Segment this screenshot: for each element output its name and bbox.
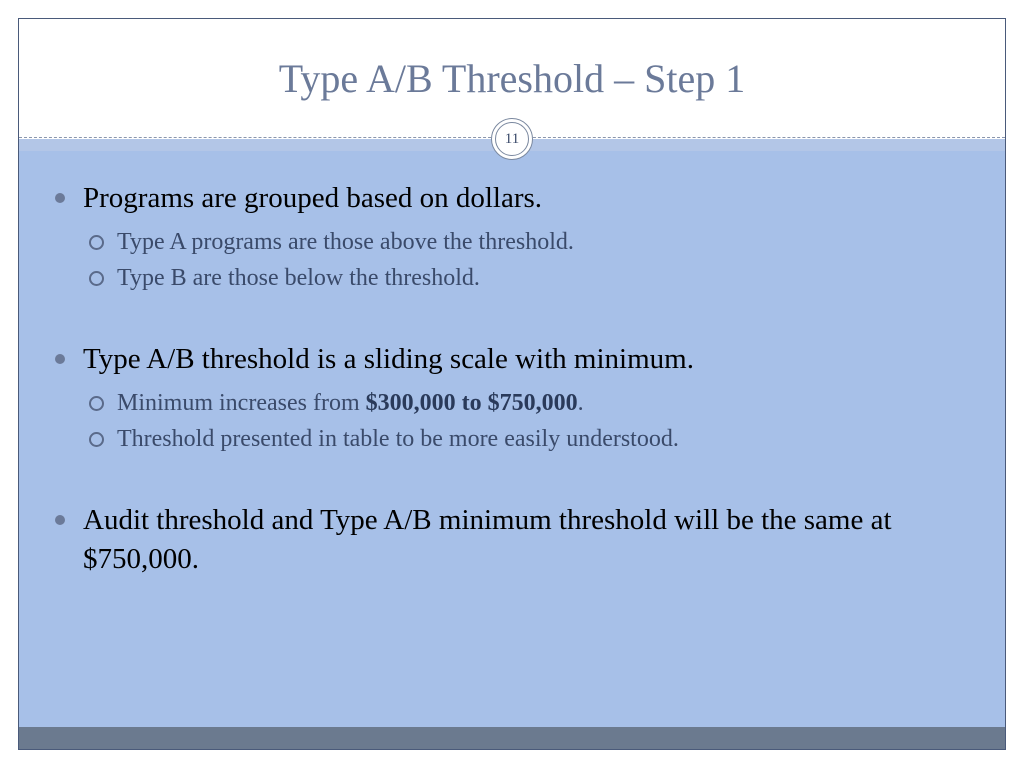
sub-bullet-item: Type A programs are those above the thre… xyxy=(83,224,977,260)
sub-bullet-item: Minimum increases from $300,000 to $750,… xyxy=(83,385,977,421)
page-number: 11 xyxy=(495,122,529,156)
sub-bullet-item: Type B are those below the threshold. xyxy=(83,260,977,296)
slide-title: Type A/B Threshold – Step 1 xyxy=(19,19,1005,102)
slide: Type A/B Threshold – Step 1 11 Programs … xyxy=(0,0,1024,768)
sub-bullet-text: Type A programs are those above the thre… xyxy=(117,229,574,255)
slide-border: Type A/B Threshold – Step 1 11 Programs … xyxy=(18,18,1006,750)
spacer xyxy=(47,322,977,340)
bullet-text: Programs are grouped based on dollars. xyxy=(83,182,542,214)
sub-bullet-item: Threshold presented in table to be more … xyxy=(83,421,977,457)
bullet-item: Audit threshold and Type A/B minimum thr… xyxy=(47,501,977,579)
spacer xyxy=(47,483,977,501)
bullet-item: Programs are grouped based on dollars. T… xyxy=(47,179,977,296)
bullet-list: Programs are grouped based on dollars. T… xyxy=(47,179,977,580)
sub-bullet-list: Minimum increases from $300,000 to $750,… xyxy=(83,385,977,457)
sub-bullet-text: Type B are those below the threshold. xyxy=(117,265,480,291)
bullet-item: Type A/B threshold is a sliding scale wi… xyxy=(47,340,977,457)
sub-bullet-text: Threshold presented in table to be more … xyxy=(117,426,679,452)
sub-bullet-prefix: Minimum increases from xyxy=(117,390,366,416)
page-number-badge: 11 xyxy=(491,118,533,160)
footer-bar xyxy=(19,727,1005,749)
body-area: Programs are grouped based on dollars. T… xyxy=(19,151,1005,727)
bullet-text: Audit threshold and Type A/B minimum thr… xyxy=(83,504,892,575)
sub-bullet-bold: $300,000 to $750,000 xyxy=(366,390,578,416)
sub-bullet-list: Type A programs are those above the thre… xyxy=(83,224,977,296)
sub-bullet-suffix: . xyxy=(578,390,584,416)
bullet-text: Type A/B threshold is a sliding scale wi… xyxy=(83,343,694,375)
